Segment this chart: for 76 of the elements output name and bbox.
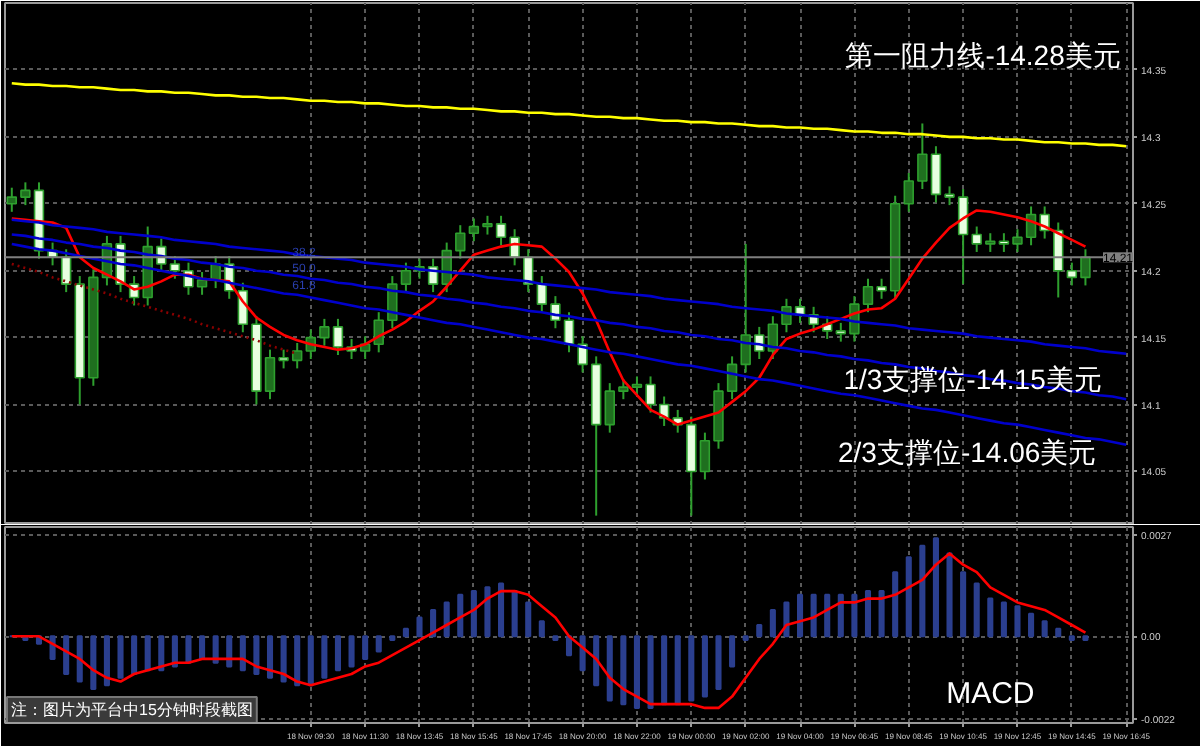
bar <box>919 544 926 638</box>
bar <box>348 635 355 668</box>
bar <box>769 608 776 638</box>
bar <box>946 552 953 638</box>
bar <box>76 635 83 683</box>
bar <box>565 635 573 657</box>
bar <box>606 635 613 702</box>
bar <box>1000 601 1007 638</box>
bar <box>63 635 70 675</box>
bar <box>756 624 763 638</box>
bar <box>878 590 885 638</box>
bar <box>266 635 274 679</box>
line-series <box>10 82 1128 148</box>
bar <box>443 601 450 638</box>
bar <box>212 635 219 664</box>
bar <box>307 635 314 687</box>
bar <box>579 635 586 672</box>
bar <box>633 635 640 709</box>
candlestick <box>903 171 914 213</box>
bar <box>511 590 518 638</box>
bar <box>1055 627 1062 638</box>
bar <box>144 635 151 672</box>
bar <box>620 635 627 706</box>
bar <box>1014 605 1021 638</box>
bar <box>973 582 980 638</box>
bar <box>90 635 97 691</box>
bar <box>158 635 165 672</box>
bar <box>1028 612 1035 638</box>
annotation: MACD <box>946 676 1035 711</box>
bar <box>1041 620 1048 638</box>
bar <box>171 635 178 668</box>
bar <box>688 635 695 702</box>
bar <box>185 635 192 664</box>
bar <box>864 590 872 638</box>
bar <box>851 593 858 638</box>
bar <box>416 616 423 638</box>
bar <box>674 635 681 706</box>
bar <box>701 635 708 698</box>
bar <box>647 635 654 709</box>
bar <box>729 635 736 668</box>
bar <box>905 556 912 638</box>
bar <box>253 635 260 675</box>
bar <box>837 593 844 638</box>
annotation: 注：图片为平台中15分钟时段截图 <box>11 701 253 719</box>
bar <box>525 601 532 638</box>
candlestick <box>6 186 18 213</box>
annotation: 第一阻力线-14.28美元 <box>845 39 1121 72</box>
bar <box>661 635 668 706</box>
bar <box>538 620 545 638</box>
bar <box>932 537 939 638</box>
bar <box>294 635 301 687</box>
bar <box>334 635 341 672</box>
bar <box>457 593 464 638</box>
bar <box>987 597 994 638</box>
bar <box>362 635 369 660</box>
annotation: 2/3支撑位-14.06美元 <box>837 435 1097 468</box>
bar <box>239 635 246 672</box>
bar <box>960 571 967 638</box>
bar <box>593 635 600 687</box>
bar <box>402 627 409 638</box>
bar <box>715 635 722 691</box>
bar <box>117 635 124 679</box>
bar <box>131 635 138 675</box>
bar <box>280 635 287 683</box>
bar <box>824 593 831 638</box>
bar <box>797 593 804 638</box>
bar <box>484 586 491 638</box>
bar <box>321 635 328 679</box>
bar <box>199 635 206 660</box>
bar <box>470 590 477 638</box>
bar <box>498 582 505 638</box>
bar <box>375 635 382 653</box>
bar <box>892 571 899 638</box>
bar <box>226 635 233 668</box>
bar <box>810 593 817 638</box>
bar <box>103 635 110 687</box>
